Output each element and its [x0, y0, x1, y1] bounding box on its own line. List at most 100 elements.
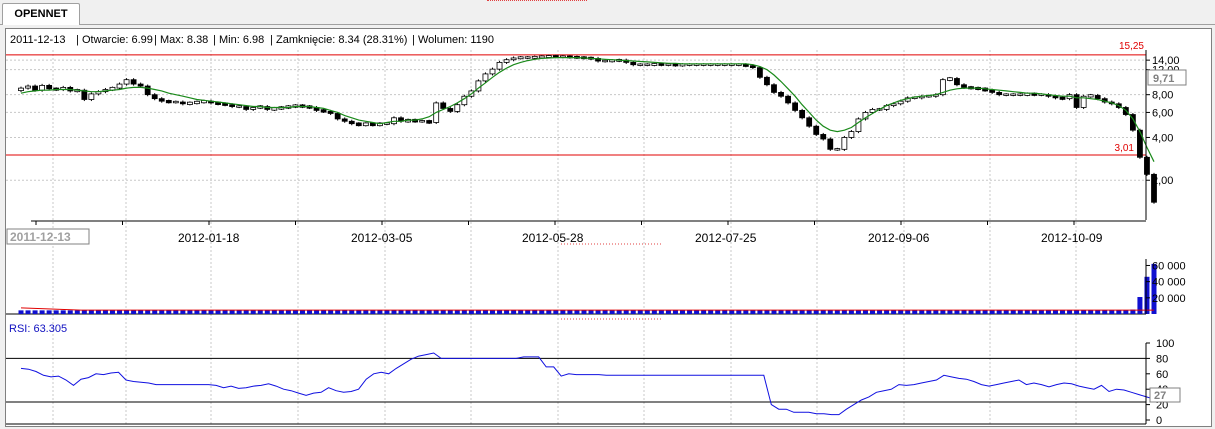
volume-bar: [764, 310, 770, 314]
candle-body: [989, 89, 996, 93]
candle-body: [1052, 95, 1059, 99]
volume-bar: [278, 310, 284, 314]
candle-body: [827, 138, 834, 150]
candle-body: [194, 100, 200, 105]
candle-body: [813, 125, 820, 135]
volume-bar: [595, 310, 601, 314]
volume-bar: [884, 310, 890, 314]
tab-opennet[interactable]: OPENNET: [2, 3, 80, 25]
volume-bar: [1102, 310, 1108, 314]
volume-bar: [1088, 310, 1094, 314]
volume-bar: [996, 310, 1002, 314]
volume-bar: [32, 310, 38, 314]
candle-body: [1080, 95, 1087, 108]
volume-bar: [173, 310, 179, 314]
candle-body: [1094, 95, 1101, 100]
volume-tick-label: 40 000: [1152, 277, 1186, 289]
volume-bar: [145, 310, 151, 314]
volume-bar: [961, 310, 967, 314]
volume-bar: [637, 310, 643, 314]
volume-bar: [567, 310, 573, 314]
candle-body: [46, 84, 53, 90]
volume-bar: [792, 310, 798, 314]
candle-body: [123, 79, 130, 85]
volume-bar: [159, 310, 165, 314]
volume-bar: [1024, 310, 1030, 314]
candle-body: [785, 95, 791, 104]
candle-body: [954, 78, 960, 86]
date-label: 2012-07-25: [695, 231, 757, 245]
volume-bar: [806, 310, 812, 314]
date-label: 2012-01-18: [178, 231, 240, 245]
volume-bar: [694, 310, 700, 314]
volume-bar: [131, 310, 137, 314]
volume-bar: [665, 310, 671, 314]
rsi-line: [20, 352, 1155, 416]
volume-bar: [370, 310, 376, 314]
candle-body: [947, 77, 953, 81]
chart-canvas[interactable]: 15,253,01 RSI: 63.305 14,0012,008,006,00…: [6, 29, 1211, 427]
candle-body: [1144, 156, 1150, 175]
candle-body: [1087, 94, 1094, 98]
candle-body: [334, 113, 341, 120]
candle-body: [482, 73, 489, 82]
volume-bar: [630, 310, 636, 314]
volume-bar: [1123, 310, 1129, 314]
volume-bar: [307, 310, 313, 314]
volume-bar: [891, 310, 897, 314]
volume-bar: [67, 310, 73, 314]
volume-bar: [18, 310, 24, 314]
volume-bar: [644, 310, 650, 314]
info-separator: |: [213, 34, 216, 46]
volume-bar: [504, 310, 510, 314]
candle-body: [602, 59, 608, 63]
candle-body: [1073, 94, 1080, 108]
volume-bar: [102, 310, 108, 314]
volume-bar: [820, 310, 826, 314]
volume-bar: [342, 310, 348, 314]
volume-bar: [222, 310, 228, 314]
candle-body: [447, 108, 454, 112]
volume-bar: [827, 310, 833, 314]
volume-bar: [511, 310, 517, 314]
volume-bar: [1031, 310, 1037, 314]
volume-bar: [912, 310, 918, 314]
candle-body: [630, 61, 637, 66]
volume-bar: [180, 310, 186, 314]
volume-bar: [314, 310, 320, 314]
candle-body: [869, 109, 876, 113]
candle-body: [778, 92, 784, 97]
cursor-date-box: [6, 228, 90, 245]
volume-bar: [926, 310, 932, 314]
volume-bar: [433, 310, 439, 314]
volume-bar: [335, 310, 341, 314]
candle-body: [806, 117, 813, 127]
volume-bar: [74, 310, 80, 314]
volume-bar: [81, 310, 87, 314]
price-tick-label: 2,00: [1152, 175, 1173, 187]
volume-bar: [25, 310, 31, 314]
volume-bar: [88, 310, 94, 314]
volume-bar: [799, 310, 805, 314]
volume-bar: [651, 310, 657, 314]
volume-bar: [982, 310, 988, 314]
candle-body: [799, 110, 806, 119]
candle-body: [32, 85, 38, 91]
chart-panel[interactable]: 15,253,01 RSI: 63.305 14,0012,008,006,00…: [5, 28, 1212, 427]
candle-body: [186, 101, 193, 105]
volume-bar: [940, 310, 946, 314]
volume-bar: [39, 310, 45, 314]
volume-bar: [574, 310, 580, 314]
volume-bar: [672, 310, 678, 314]
price-tick-label: 6,00: [1152, 107, 1173, 119]
price-tick-label: 14,00: [1152, 55, 1180, 67]
candle-body: [165, 100, 172, 104]
date-label: 2012-10-09: [1041, 231, 1103, 245]
rsi-tick-label: 60: [1156, 369, 1168, 381]
price-tick-label: 8,00: [1152, 90, 1173, 102]
moving-average-line: [20, 57, 1155, 162]
volume-bar: [877, 310, 883, 314]
candle-body: [1017, 93, 1024, 96]
candle-body: [524, 56, 531, 59]
volume-bar: [201, 310, 207, 314]
